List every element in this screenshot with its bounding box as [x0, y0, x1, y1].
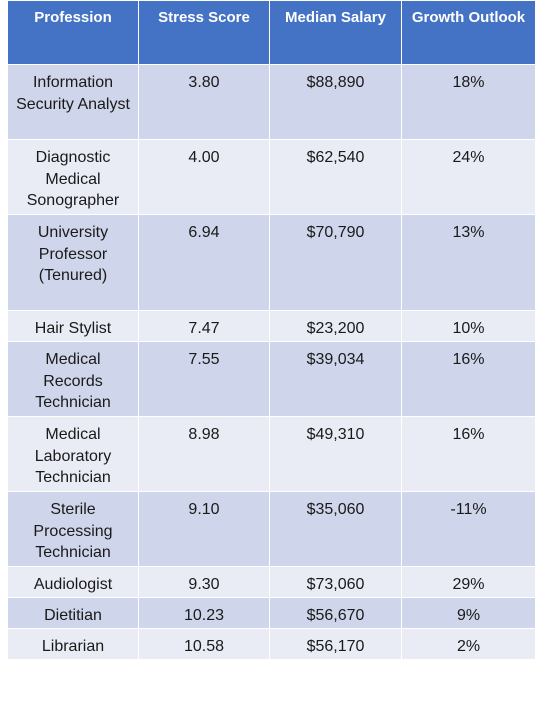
cell-stress-score: 9.30 — [138, 566, 270, 598]
cell-median-salary: $70,790 — [269, 214, 402, 311]
cell-profession: Diagnostic Medical Sonographer — [7, 139, 139, 215]
cell-median-salary: $62,540 — [269, 139, 402, 215]
cell-profession: Medical Laboratory Technician — [7, 416, 139, 492]
cell-median-salary: $88,890 — [269, 64, 402, 140]
cell-profession: Librarian — [7, 628, 139, 660]
table-row: Diagnostic Medical Sonographer 4.00 $62,… — [7, 139, 536, 215]
header-row: Profession Stress Score Median Salary Gr… — [7, 0, 536, 65]
cell-median-salary: $35,060 — [269, 491, 402, 567]
header-profession: Profession — [7, 0, 139, 65]
table-row: Dietitian 10.23 $56,670 9% — [7, 597, 536, 629]
cell-growth-outlook: 16% — [401, 341, 536, 417]
cell-growth-outlook: 18% — [401, 64, 536, 140]
cell-median-salary: $23,200 — [269, 310, 402, 342]
cell-stress-score: 8.98 — [138, 416, 270, 492]
cell-stress-score: 6.94 — [138, 214, 270, 311]
cell-growth-outlook: -11% — [401, 491, 536, 567]
cell-stress-score: 7.47 — [138, 310, 270, 342]
cell-median-salary: $56,170 — [269, 628, 402, 660]
cell-stress-score: 3.80 — [138, 64, 270, 140]
cell-profession: Sterile Processing Technician — [7, 491, 139, 567]
table-row: Hair Stylist 7.47 $23,200 10% — [7, 310, 536, 342]
table-row: Audiologist 9.30 $73,060 29% — [7, 566, 536, 598]
cell-median-salary: $73,060 — [269, 566, 402, 598]
cell-stress-score: 9.10 — [138, 491, 270, 567]
cell-growth-outlook: 9% — [401, 597, 536, 629]
cell-growth-outlook: 2% — [401, 628, 536, 660]
cell-profession: Audiologist — [7, 566, 139, 598]
cell-stress-score: 7.55 — [138, 341, 270, 417]
table-row: Medical Records Technician 7.55 $39,034 … — [7, 341, 536, 417]
table-row: Information Security Analyst 3.80 $88,89… — [7, 64, 536, 140]
header-stress-score: Stress Score — [138, 0, 270, 65]
cell-growth-outlook: 13% — [401, 214, 536, 311]
cell-median-salary: $56,670 — [269, 597, 402, 629]
table-row: University Professor (Tenured) 6.94 $70,… — [7, 214, 536, 311]
cell-stress-score: 4.00 — [138, 139, 270, 215]
cell-profession: Information Security Analyst — [7, 64, 139, 140]
cell-profession: University Professor (Tenured) — [7, 214, 139, 311]
cell-profession: Medical Records Technician — [7, 341, 139, 417]
table-row: Sterile Processing Technician 9.10 $35,0… — [7, 491, 536, 567]
profession-stress-table: Profession Stress Score Median Salary Gr… — [7, 0, 536, 660]
table-row: Librarian 10.58 $56,170 2% — [7, 628, 536, 660]
cell-median-salary: $49,310 — [269, 416, 402, 492]
header-growth-outlook: Growth Outlook — [401, 0, 536, 65]
cell-growth-outlook: 29% — [401, 566, 536, 598]
cell-growth-outlook: 10% — [401, 310, 536, 342]
cell-profession: Hair Stylist — [7, 310, 139, 342]
cell-stress-score: 10.23 — [138, 597, 270, 629]
cell-profession: Dietitian — [7, 597, 139, 629]
cell-growth-outlook: 16% — [401, 416, 536, 492]
table-row: Medical Laboratory Technician 8.98 $49,3… — [7, 416, 536, 492]
cell-growth-outlook: 24% — [401, 139, 536, 215]
cell-median-salary: $39,034 — [269, 341, 402, 417]
header-median-salary: Median Salary — [269, 0, 402, 65]
cell-stress-score: 10.58 — [138, 628, 270, 660]
